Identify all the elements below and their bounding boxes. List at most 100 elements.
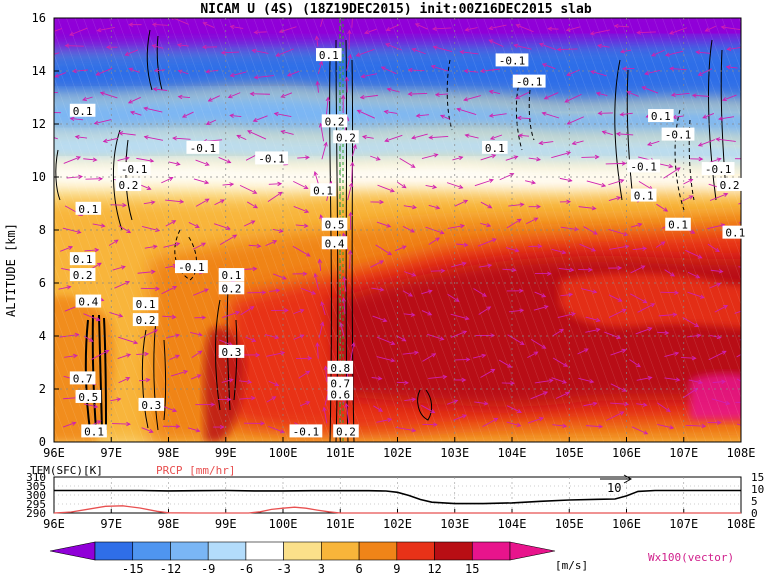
- wind-vector-head: [304, 208, 310, 213]
- wind-vector-head: [390, 358, 396, 363]
- wind-vector: [608, 294, 622, 302]
- wind-vector: [631, 426, 648, 435]
- wind-vector: [657, 331, 669, 334]
- contour-label-text: -0.1: [190, 142, 217, 155]
- contour-label-text: 0.2: [336, 131, 356, 144]
- wind-vector: [266, 396, 276, 403]
- wind-vector: [321, 301, 326, 316]
- wind-vector-head: [401, 183, 407, 189]
- wind-vector-head: [459, 223, 465, 229]
- wind-vector: [281, 130, 294, 135]
- wind-vector: [664, 352, 679, 358]
- contour-label-box: [327, 360, 354, 374]
- wind-vector-head: [669, 30, 674, 35]
- wind-vector-head: [748, 385, 752, 388]
- wind-vector: [530, 391, 548, 400]
- contour-label-text: 0.2: [118, 179, 138, 192]
- wind-vector: [610, 402, 629, 405]
- wind-vector: [91, 350, 109, 360]
- wind-vector-head: [251, 48, 257, 54]
- wind-vector: [585, 328, 600, 333]
- wind-vector: [428, 237, 440, 245]
- wind-vector: [544, 92, 559, 100]
- colorbar-swatch-max: [509, 541, 556, 561]
- wind-vector-head: [513, 155, 519, 160]
- wind-vector: [709, 282, 721, 289]
- wind-vector-head: [594, 154, 600, 160]
- wind-vector: [415, 23, 428, 30]
- wind-vector-head: [562, 379, 568, 384]
- y-tick-label: 14: [32, 64, 46, 78]
- wind-vector-head: [314, 35, 320, 41]
- wind-vector: [403, 205, 417, 209]
- wind-vector: [687, 334, 701, 338]
- wind-vector-head: [280, 429, 285, 434]
- wind-vector: [319, 259, 322, 271]
- wind-vector-head: [204, 180, 210, 185]
- contour-label-box: [321, 114, 348, 128]
- wind-vector-head: [481, 353, 487, 359]
- wind-vector: [425, 184, 437, 188]
- wind-vector-head: [380, 66, 386, 71]
- wind-vector: [726, 66, 738, 69]
- contour-label: 0.7: [69, 371, 96, 385]
- wind-vector-head: [541, 344, 547, 349]
- wind-vector-head: [725, 65, 731, 70]
- contour-label-text: 0.1: [634, 190, 654, 203]
- contour-label: 0.5: [321, 217, 348, 232]
- wind-vector-head: [669, 425, 675, 430]
- wind-vector: [111, 423, 130, 425]
- wind-vector: [152, 44, 164, 49]
- wind-vector-head: [69, 116, 75, 122]
- wind-vector-head: [118, 313, 124, 318]
- x-tick-label: 103E: [440, 446, 469, 460]
- wind-vector-head: [619, 49, 625, 54]
- wind-vector: [506, 421, 521, 427]
- wind-vector-head: [670, 92, 676, 98]
- wind-vector-head: [694, 322, 700, 328]
- wind-vector-head: [351, 342, 356, 347]
- colorbar-label: -9: [201, 562, 215, 575]
- wind-vector: [239, 397, 255, 400]
- wind-vector-head: [152, 244, 158, 249]
- wind-vector: [384, 134, 403, 142]
- wind-vector: [347, 183, 353, 201]
- wind-vector-head: [68, 245, 74, 251]
- wind-vector-head: [570, 312, 576, 317]
- wind-vector-head: [543, 305, 549, 310]
- contour-label-text: 0.1: [73, 105, 93, 118]
- wind-vector: [403, 313, 415, 316]
- wind-vector-head: [464, 27, 470, 32]
- wind-vector: [428, 376, 447, 379]
- contour-label: 0.1: [665, 217, 691, 232]
- wind-vector: [683, 178, 693, 185]
- wind-vector-head: [507, 363, 512, 368]
- wind-vector-head: [401, 337, 407, 342]
- wind-vector-head: [305, 401, 311, 406]
- wind-vector-head: [415, 113, 421, 118]
- wind-vector: [472, 354, 486, 359]
- wind-vector: [128, 96, 141, 104]
- wind-vector-head: [701, 423, 707, 429]
- wind-vector: [154, 69, 166, 72]
- wind-vector-head: [175, 333, 180, 338]
- contour-label-box: [75, 389, 102, 403]
- wind-vector: [242, 268, 257, 270]
- wind-vector-head: [113, 239, 119, 244]
- wind-vector-head: [595, 91, 601, 96]
- wind-vector-head: [78, 174, 83, 180]
- wind-vector: [63, 156, 81, 164]
- colorbar: -15 -12 -9 -6 -3 3 6 9 12 15 [m/s] Wx100(vector): [49, 541, 734, 575]
- wind-vector-head: [718, 116, 723, 121]
- wind-vector-head: [461, 377, 467, 383]
- wind-vector-head: [318, 60, 324, 66]
- wind-vector-head: [456, 107, 462, 112]
- wind-vector-head: [647, 375, 653, 381]
- wind-vector: [351, 144, 357, 157]
- wind-vector: [208, 95, 221, 102]
- wind-vector: [118, 225, 131, 233]
- surface-grid: [54, 477, 741, 513]
- wind-vector-head: [319, 214, 324, 220]
- wind-vector: [195, 198, 210, 207]
- contour-label-box: [333, 424, 359, 438]
